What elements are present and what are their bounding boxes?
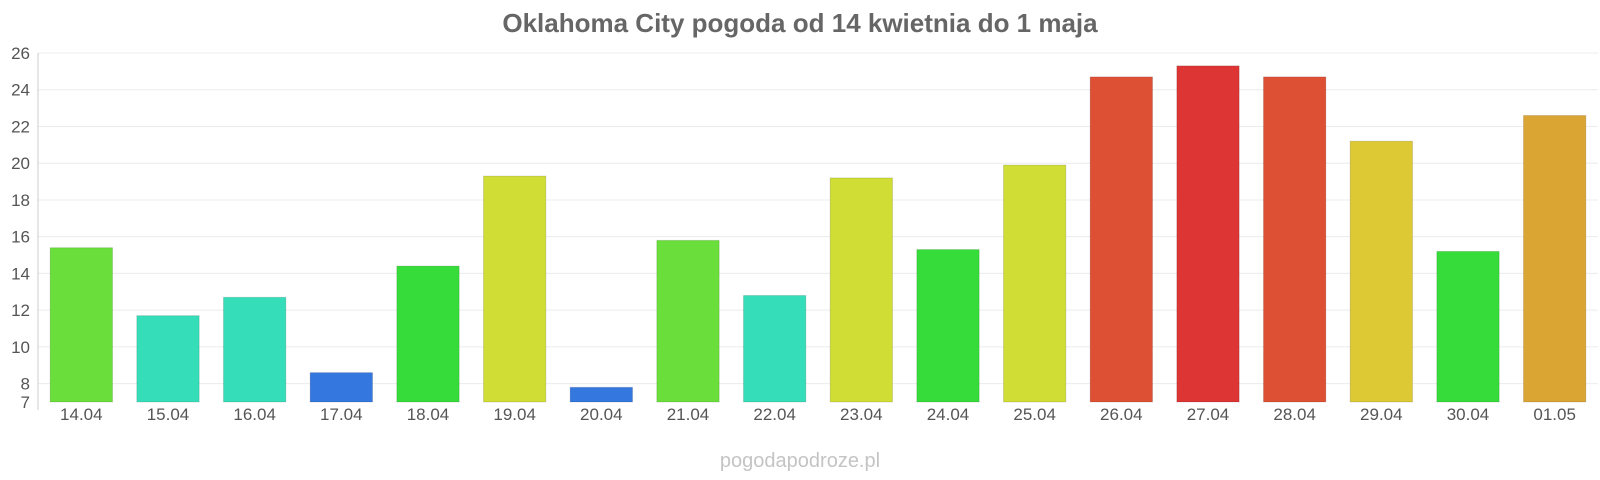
- bar-22.04: [742, 294, 807, 403]
- y-tick-label: 20: [11, 154, 30, 173]
- chart-title: Oklahoma City pogoda od 14 kwietnia do 1…: [502, 8, 1098, 38]
- bar-18.04: [396, 265, 460, 403]
- bar-29.04: [1349, 140, 1414, 403]
- x-tick-label: 15.04: [147, 405, 190, 424]
- bars: [49, 65, 1587, 403]
- bar-01.05: [1522, 114, 1587, 403]
- x-tick-label: 19.04: [493, 405, 536, 424]
- grid-lines: [38, 52, 1598, 385]
- y-tick-label: 7: [21, 393, 30, 412]
- x-tick-label: 29.04: [1360, 405, 1403, 424]
- y-tick-label: 22: [11, 117, 30, 136]
- x-tick-label: 22.04: [753, 405, 796, 424]
- y-tick-label: 12: [11, 301, 30, 320]
- bar-16.04: [222, 296, 287, 403]
- bar-27.04: [1176, 65, 1240, 403]
- bar-14.04: [49, 247, 114, 403]
- x-tick-label: 30.04: [1447, 405, 1490, 424]
- y-tick-label: 14: [11, 264, 30, 283]
- bar-17.04: [309, 372, 374, 403]
- x-tick-labels: 14.04 15.04 16.04 17.04 18.04 19.04 20.04 21.04…: [60, 405, 1576, 424]
- x-tick-label: 01.05: [1533, 405, 1576, 424]
- x-tick-label: 17.04: [320, 405, 363, 424]
- y-tick-label: 10: [11, 338, 30, 357]
- x-tick-label: 14.04: [60, 405, 103, 424]
- x-tick-label: 26.04: [1100, 405, 1143, 424]
- x-tick-label: 27.04: [1187, 405, 1230, 424]
- watermark: pogodapodroze.pl: [719, 450, 881, 472]
- bar-24.04: [916, 249, 980, 403]
- x-tick-label: 25.04: [1013, 405, 1056, 424]
- y-tick-label: 18: [11, 191, 30, 210]
- bar-19.04: [482, 175, 547, 403]
- y-tick-labels: 78 10 12 14 16 18 20 22 24 26: [11, 44, 30, 412]
- y-tick-label: 16: [11, 228, 30, 247]
- bar-30.04: [1436, 250, 1500, 403]
- bar-21.04: [656, 239, 720, 403]
- bar-23.04: [829, 177, 894, 403]
- x-tick-label: 18.04: [407, 405, 450, 424]
- bar-20.04: [569, 386, 634, 403]
- bar-28.04: [1262, 76, 1327, 403]
- x-tick-label: 28.04: [1273, 405, 1316, 424]
- x-tick-label: 20.04: [580, 405, 623, 424]
- y-tick-label: 26: [11, 44, 30, 63]
- x-tick-label: 24.04: [927, 405, 970, 424]
- bar-25.04: [1002, 164, 1067, 403]
- y-tick-label: 8: [21, 375, 30, 394]
- y-tick-label: 24: [11, 81, 30, 100]
- bar-15.04: [136, 315, 200, 403]
- bar-26.04: [1089, 76, 1154, 403]
- x-tick-label: 21.04: [667, 405, 710, 424]
- x-tick-label: 23.04: [840, 405, 883, 424]
- x-tick-label: 16.04: [233, 405, 276, 424]
